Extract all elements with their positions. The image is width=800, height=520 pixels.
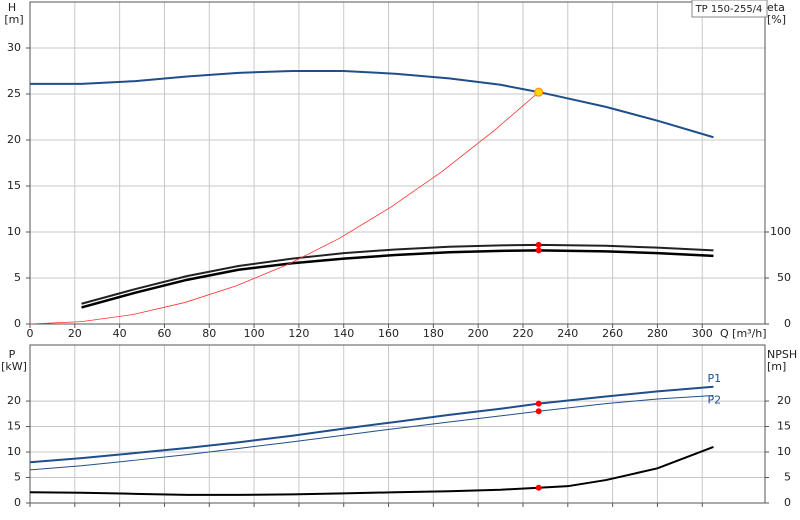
x-tick-label: 200 xyxy=(468,327,489,340)
y2-tick-label: 0 xyxy=(784,496,791,509)
y-tick-label: 25 xyxy=(7,87,21,100)
y-tick-label: 15 xyxy=(7,420,21,433)
chart-title: TP 150-255/4 xyxy=(695,4,763,15)
x-tick-label: 40 xyxy=(113,327,127,340)
series-label: P1 xyxy=(707,372,721,385)
series-label: P2 xyxy=(707,393,721,406)
plot-frame xyxy=(29,344,766,504)
plot-frame xyxy=(29,1,766,325)
x-tick-label: 120 xyxy=(288,327,309,340)
y2-tick-label: 100 xyxy=(770,225,791,238)
y-axis-unit: [m] xyxy=(4,13,23,26)
y2-tick-label: 50 xyxy=(777,271,791,284)
x-tick-label: 280 xyxy=(647,327,668,340)
x-tick-label: 240 xyxy=(557,327,578,340)
title-box xyxy=(691,0,768,18)
y2-axis-label: eta xyxy=(767,1,785,14)
x-tick-label: 60 xyxy=(157,327,171,340)
y-axis-label: P xyxy=(9,348,16,361)
x-tick-label: 300 xyxy=(692,327,713,340)
x-tick-label: 80 xyxy=(202,327,216,340)
series-line xyxy=(81,249,714,309)
y2-tick-label: 5 xyxy=(784,471,791,484)
x-tick-label: 140 xyxy=(333,327,354,340)
y-tick-label: 20 xyxy=(7,394,21,407)
series-line xyxy=(29,385,714,464)
y-tick-label: 0 xyxy=(14,317,21,330)
series-line xyxy=(81,243,714,305)
y2-tick-label: 15 xyxy=(777,420,791,433)
x-tick-label: 180 xyxy=(423,327,444,340)
y-tick-label: 10 xyxy=(7,225,21,238)
y-tick-label: 30 xyxy=(7,41,21,54)
x-tick-label: 260 xyxy=(602,327,623,340)
y-tick-label: 15 xyxy=(7,179,21,192)
operating-point xyxy=(535,408,542,415)
y2-tick-label: 10 xyxy=(777,445,791,458)
y-tick-label: 20 xyxy=(7,133,21,146)
series-line xyxy=(29,446,714,496)
x-tick-label: 20 xyxy=(68,327,82,340)
y2-tick-label: 0 xyxy=(784,317,791,330)
series-line xyxy=(30,70,714,139)
series-line xyxy=(29,394,714,471)
y2-axis-unit: [m] xyxy=(767,360,786,373)
y-axis-label: H xyxy=(8,1,16,14)
y2-axis-label: NPSH xyxy=(767,348,797,361)
x-tick-label: 160 xyxy=(378,327,399,340)
y-tick-label: 5 xyxy=(14,271,21,284)
series-line xyxy=(29,91,539,325)
operating-point xyxy=(535,241,542,248)
x-tick-label: 0 xyxy=(27,327,34,340)
x-tick-label: 220 xyxy=(512,327,533,340)
y2-axis-unit: [%] xyxy=(767,13,786,26)
operating-point xyxy=(535,400,542,407)
y-tick-label: 5 xyxy=(14,471,21,484)
operating-point xyxy=(535,247,542,254)
y-tick-label: 10 xyxy=(7,445,21,458)
x-tick-label: 100 xyxy=(244,327,265,340)
x-axis-label: Q [m³/h] xyxy=(720,327,767,340)
y-axis-unit: [kW] xyxy=(1,360,27,373)
operating-point xyxy=(535,484,542,491)
operating-point xyxy=(534,87,544,97)
y-tick-label: 0 xyxy=(14,496,21,509)
y2-tick-label: 20 xyxy=(777,394,791,407)
